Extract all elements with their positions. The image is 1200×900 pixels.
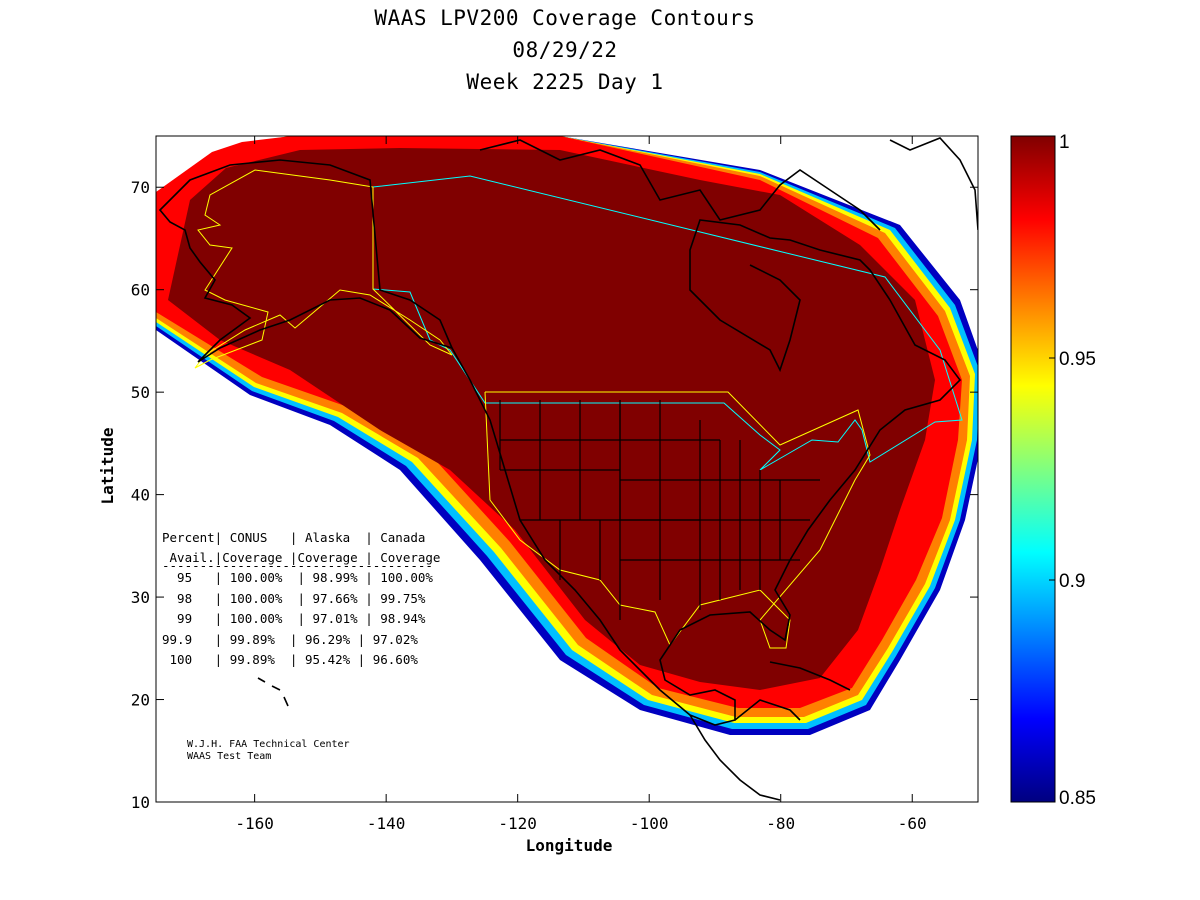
conus-boundary	[484, 391, 871, 649]
x-tick-label: -60	[898, 814, 927, 833]
colorbar-tick-label: 0.9	[1059, 571, 1085, 592]
y-tick-label: 10	[131, 793, 150, 812]
coverage-band-1.00	[168, 148, 935, 690]
colorbar-tick-label: 1	[1059, 132, 1070, 153]
y-axis-label: Latitude	[98, 427, 117, 504]
y-tick-label: 60	[131, 281, 150, 300]
credit-line-2: WAAS Test Team	[187, 751, 272, 762]
stats-row: 100 | 99.89% | 95.42% | 96.60%	[162, 652, 418, 667]
alaska-coast	[158, 159, 454, 363]
state-lines-central	[619, 400, 720, 620]
cuba-outline	[769, 661, 851, 691]
stats-row: 99.9 | 99.89% | 96.29% | 97.02%	[162, 632, 418, 647]
x-tick-label: -120	[498, 814, 537, 833]
stats-row: 95 | 100.00% | 98.99% | 100.00%	[162, 570, 433, 585]
hawaii-islands	[257, 677, 289, 707]
colorbar	[1010, 135, 1056, 803]
alaska-boundary	[194, 169, 453, 369]
north-america-coast	[451, 219, 962, 726]
stats-rule: ------------------------------------	[162, 558, 433, 573]
colorbar-ticks: 1 0.95 0.9 0.85	[1049, 132, 1096, 809]
plot-frame	[155, 135, 979, 803]
arctic-islands	[479, 139, 881, 231]
x-tick-label: -80	[766, 814, 795, 833]
y-tick-label: 30	[131, 588, 150, 607]
stats-header-1: Percent| CONUS | Alaska | Canada	[162, 530, 426, 545]
central-america-coast	[689, 699, 801, 801]
chart-title: WAAS LPV200 Coverage Contours	[374, 6, 756, 30]
chart-date: 08/29/22	[512, 38, 618, 62]
x-axis: -160 -140 -120 -100 -80 -60	[235, 136, 927, 833]
stats-row: 99 | 100.00% | 97.01% | 98.94%	[162, 611, 426, 626]
greenland-coast	[889, 137, 978, 231]
y-axis: 10 20 30 40 50 60 70	[131, 178, 978, 812]
y-tick-label: 20	[131, 691, 150, 710]
state-lines-east	[719, 440, 820, 600]
chart-week: Week 2225 Day 1	[466, 70, 664, 94]
x-tick-label: -100	[630, 814, 669, 833]
stats-header-2: Avail.|Coverage |Coverage | Coverage	[162, 550, 441, 565]
x-tick-label: -140	[367, 814, 406, 833]
y-tick-label: 40	[131, 486, 150, 505]
stats-row: 98 | 100.00% | 97.66% | 99.75%	[162, 591, 426, 606]
y-tick-label: 70	[131, 178, 150, 197]
state-borders	[499, 400, 820, 620]
colorbar-tick-label: 0.85	[1059, 788, 1096, 809]
coastlines	[158, 137, 978, 801]
credit-line-1: W.J.H. FAA Technical Center	[187, 739, 350, 750]
map-layer	[156, 136, 978, 801]
y-tick-label: 50	[131, 383, 150, 402]
x-axis-label: Longitude	[526, 836, 613, 855]
x-tick-label: -160	[235, 814, 274, 833]
colorbar-tick-label: 0.95	[1059, 349, 1096, 370]
